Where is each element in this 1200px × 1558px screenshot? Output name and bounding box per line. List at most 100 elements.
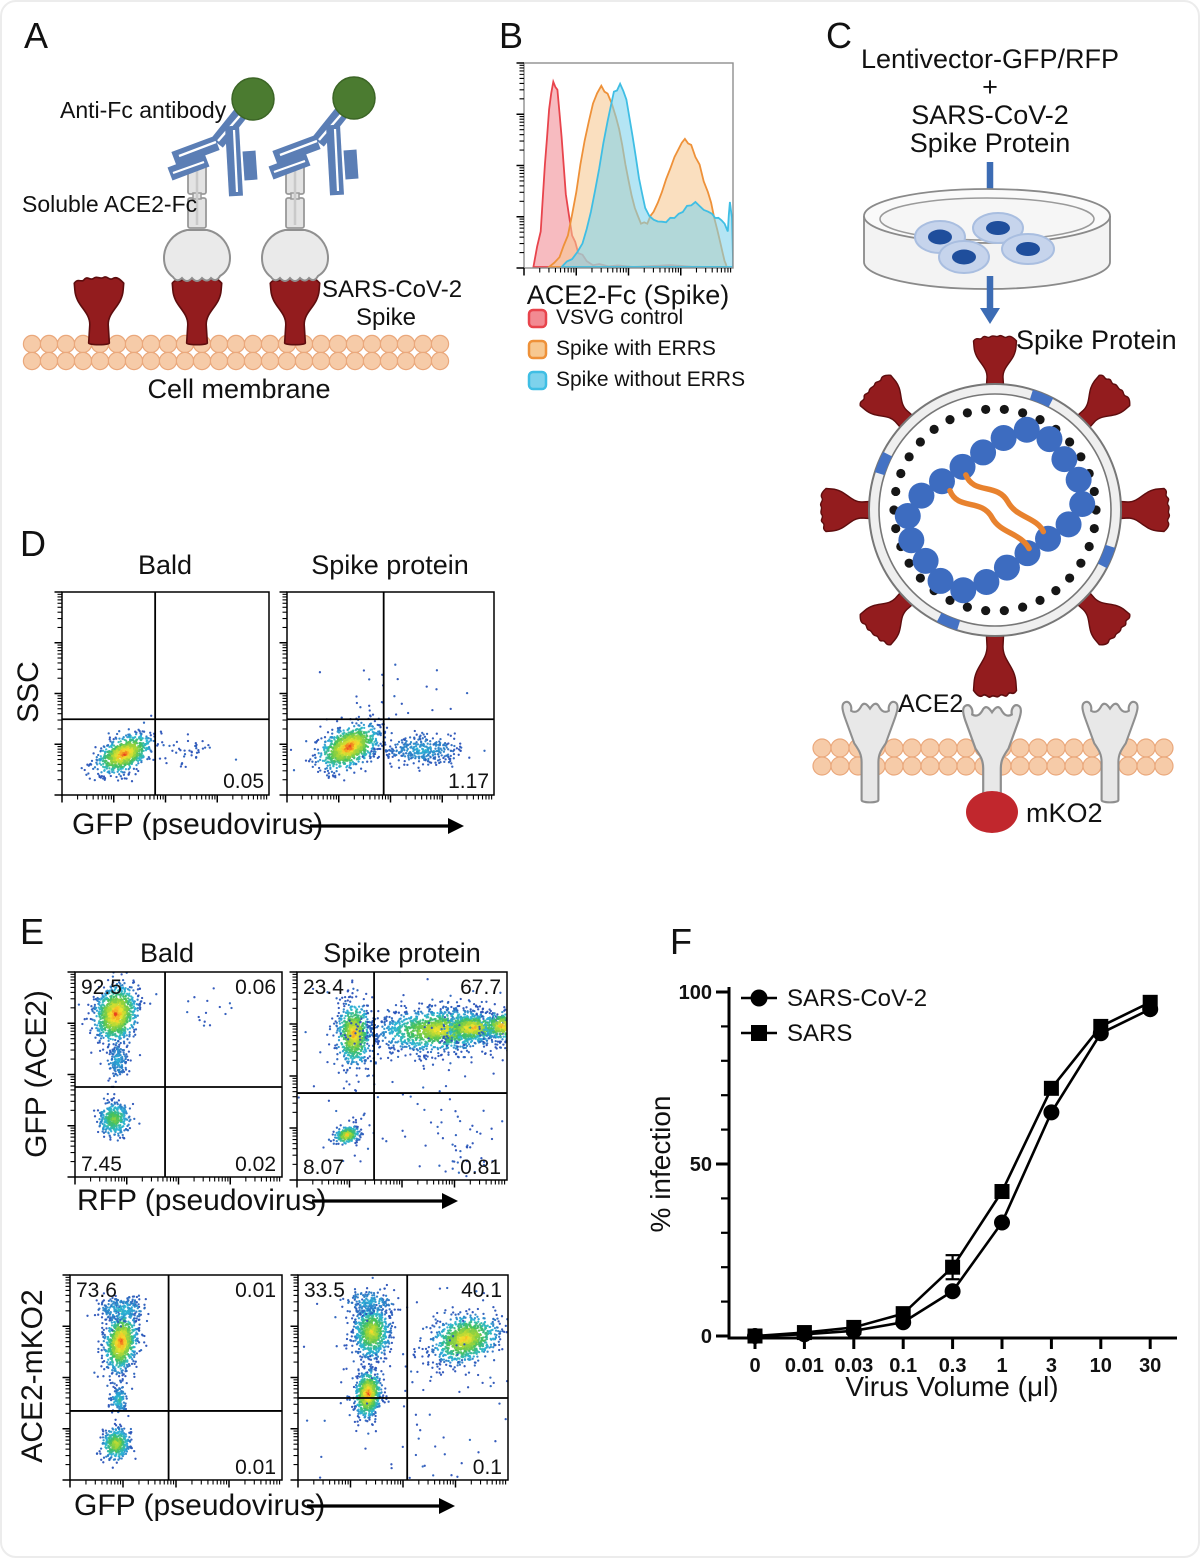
f-legend-label: SARS-CoV-2 bbox=[787, 985, 927, 1012]
f-ylabel: % infection bbox=[645, 1096, 676, 1233]
infection-line-chart: 0 50 100 0 0.01 0.03 0.1 0.3 1 3 10 30 SARS-CoV-2 SAR… bbox=[679, 982, 1177, 1377]
flow-plot-e-bottom-spike bbox=[290, 1274, 509, 1488]
label-ace2: ACE2 bbox=[898, 690, 963, 718]
quadrant-value: 73.6 bbox=[76, 1279, 117, 1302]
flow-plot-d-bald bbox=[54, 591, 270, 803]
f-xtick-label: 0.03 bbox=[834, 1355, 873, 1377]
f-xtick-label: 30 bbox=[1139, 1355, 1161, 1377]
quadrant-value: 0.01 bbox=[235, 1456, 276, 1479]
panel-b: B ACE2-Fc (Spike) VSVG control Spike with… bbox=[499, 15, 745, 391]
histogram-curves bbox=[532, 78, 733, 268]
f-xtick-label: 0.3 bbox=[939, 1355, 967, 1377]
f-ytick-label: 50 bbox=[690, 1154, 712, 1176]
f-xtick-label: 0.01 bbox=[785, 1355, 824, 1377]
petri-dish-icon bbox=[863, 188, 1111, 290]
f-xtick-label: 3 bbox=[1046, 1355, 1057, 1377]
quadrant-value: 92.5 bbox=[81, 976, 122, 999]
panel-e-letter: E bbox=[20, 911, 44, 952]
e-bottom-ylabel: ACE2-mKO2 bbox=[16, 1289, 49, 1462]
quadrant-value: 67.7 bbox=[460, 976, 501, 999]
f-xtick-label: 10 bbox=[1090, 1355, 1112, 1377]
flow-plot-e-bottom-bald bbox=[62, 1274, 283, 1488]
soluble-ace2fc-icon bbox=[162, 162, 232, 283]
plot-title-bald: Bald bbox=[140, 938, 194, 968]
histogram-axis-ticks bbox=[516, 62, 732, 276]
quadrant-value: 23.4 bbox=[303, 976, 344, 999]
panel-b-letter: B bbox=[499, 15, 523, 56]
d-ylabel: SSC bbox=[12, 661, 45, 723]
axis-arrow-icon bbox=[312, 1193, 458, 1209]
panel-e: E Bald Spike protein 92.5 0.06 7.45 0.02… bbox=[16, 911, 509, 1522]
legend-label: Spike without ERRS bbox=[556, 368, 745, 391]
panel-d-letter: D bbox=[20, 523, 46, 564]
panel-a: A Anti-Fc antibody Soluble ACE2-Fc SARS-… bbox=[22, 15, 462, 404]
quadrant-value: 1.17 bbox=[448, 770, 489, 793]
panel-a-letter: A bbox=[24, 15, 48, 56]
f-ytick-label: 0 bbox=[701, 1326, 712, 1348]
label-soluble-ace2fc: Soluble ACE2-Fc bbox=[22, 191, 197, 217]
panel-c: C Lentivector-GFP/RFP + SARS-CoV-2 Spike… bbox=[812, 15, 1177, 833]
flow-plot-e-top-spike bbox=[289, 971, 508, 1188]
e-top-xlabel: RFP (pseudovirus) bbox=[77, 1184, 327, 1217]
spike-protein-icon bbox=[269, 276, 321, 346]
capsid-bead-ring bbox=[894, 416, 1096, 604]
plot-title-spike: Spike protein bbox=[311, 550, 469, 580]
quadrant-value: 40.1 bbox=[461, 1279, 502, 1302]
axis-arrow-icon bbox=[307, 1498, 455, 1514]
quadrant-value: 0.06 bbox=[235, 976, 276, 999]
quadrant-value: 0.02 bbox=[235, 1153, 276, 1176]
histogram-xlabel: ACE2-Fc (Spike) bbox=[527, 280, 730, 310]
flow-plot-e-top-bald bbox=[67, 971, 283, 1185]
soluble-ace2fc-icon bbox=[260, 162, 330, 283]
label-plus: + bbox=[982, 72, 998, 102]
cell-membrane-graphic bbox=[22, 334, 450, 371]
flow-plot-d-spike bbox=[279, 591, 495, 803]
panel-f-letter: F bbox=[670, 921, 692, 962]
f-xtick-label: 1 bbox=[996, 1355, 1007, 1377]
label-cell-membrane: Cell membrane bbox=[147, 374, 330, 404]
pseudovirus-icon bbox=[819, 334, 1171, 698]
e-top-ylabel: GFP (ACE2) bbox=[20, 990, 53, 1158]
rna-strands-icon bbox=[947, 472, 1047, 552]
label-spike: Spike bbox=[356, 304, 416, 331]
panel-d: D Bald Spike protein 0.05 1.17 SSC GFP (… bbox=[12, 523, 495, 841]
cells-icon bbox=[914, 212, 1055, 274]
legend-label: Spike with ERRS bbox=[556, 337, 716, 360]
matrix-dot-ring bbox=[889, 404, 1101, 616]
f-xtick-label: 0 bbox=[749, 1355, 760, 1377]
axis-arrow-icon bbox=[310, 818, 464, 834]
label-sars-cov2: SARS-CoV-2 bbox=[322, 276, 462, 303]
f-xlabel: Virus Volume (μl) bbox=[845, 1371, 1058, 1402]
down-arrow-icon bbox=[980, 276, 1000, 324]
quadrant-value: 0.01 bbox=[235, 1279, 276, 1302]
f-ytick-label: 100 bbox=[679, 982, 712, 1004]
plot-title-bald: Bald bbox=[138, 550, 192, 580]
panel-c-letter: C bbox=[826, 15, 852, 56]
legend-label: VSVG control bbox=[556, 306, 683, 329]
label-spike-protein-c: Spike Protein bbox=[910, 128, 1071, 158]
panel-f: F 0 50 100 0 0.01 0.03 0.1 0.3 1 3 10 30 SARS-CoV-2 S… bbox=[645, 921, 1177, 1402]
spike-protein-icon bbox=[171, 276, 223, 346]
anti-fc-antibody-icon bbox=[170, 78, 274, 196]
f-xtick-label: 0.1 bbox=[889, 1355, 917, 1377]
quadrant-value: 0.05 bbox=[223, 770, 264, 793]
quadrant-value: 0.81 bbox=[460, 1156, 501, 1179]
label-mko2: mKO2 bbox=[1026, 798, 1103, 828]
quadrant-value: 0.1 bbox=[473, 1456, 502, 1479]
histogram-legend: VSVG control Spike with ERRS Spike without… bbox=[527, 306, 745, 391]
mko2-tag-icon bbox=[966, 791, 1018, 833]
quadrant-value: 8.07 bbox=[303, 1156, 344, 1179]
quadrant-value: 7.45 bbox=[81, 1153, 122, 1176]
f-legend-label: SARS bbox=[787, 1020, 852, 1047]
label-lentivector: Lentivector-GFP/RFP bbox=[861, 44, 1119, 74]
d-xlabel: GFP (pseudovirus) bbox=[72, 808, 323, 841]
plot-title-spike: Spike protein bbox=[323, 938, 481, 968]
label-sars-cov2-c: SARS-CoV-2 bbox=[911, 100, 1069, 130]
label-spike-protein-virus: Spike Protein bbox=[1016, 325, 1177, 355]
e-bottom-xlabel: GFP (pseudovirus) bbox=[74, 1489, 325, 1522]
label-anti-fc-antibody: Anti-Fc antibody bbox=[60, 97, 227, 123]
spike-protein-icon bbox=[73, 276, 125, 346]
envelope-protein-segments bbox=[874, 389, 1116, 631]
